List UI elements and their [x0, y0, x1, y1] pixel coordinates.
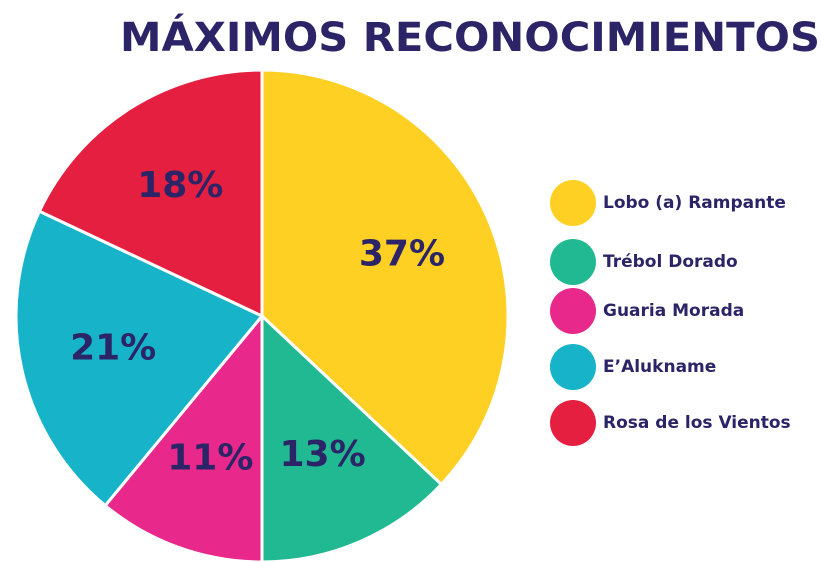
legend-swatch: [550, 344, 596, 390]
slice-label: 18%: [137, 165, 223, 206]
legend-label: Lobo (a) Rampante: [603, 193, 786, 213]
pie-slice: [260, 68, 510, 487]
legend-label: Guaria Morada: [603, 301, 744, 321]
legend-label: E’Alukname: [603, 357, 716, 377]
slice-label: 21%: [70, 327, 156, 368]
legend-label: Rosa de los Vientos: [603, 413, 791, 433]
legend-label: Trébol Dorado: [603, 252, 738, 272]
pie-slice: [14, 209, 265, 508]
slice-label: 13%: [279, 434, 365, 475]
legend-swatch: [550, 288, 596, 334]
legend-swatch: [550, 180, 596, 226]
slice-label: 11%: [167, 438, 253, 479]
pie-slice: [260, 312, 444, 562]
pie-slice: [37, 68, 264, 319]
slice-label: 37%: [359, 233, 445, 274]
chart-title: MÁXIMOS RECONOCIMIENTOS: [120, 13, 820, 61]
legend-swatch: [550, 400, 596, 446]
legend-swatch: [550, 239, 596, 285]
